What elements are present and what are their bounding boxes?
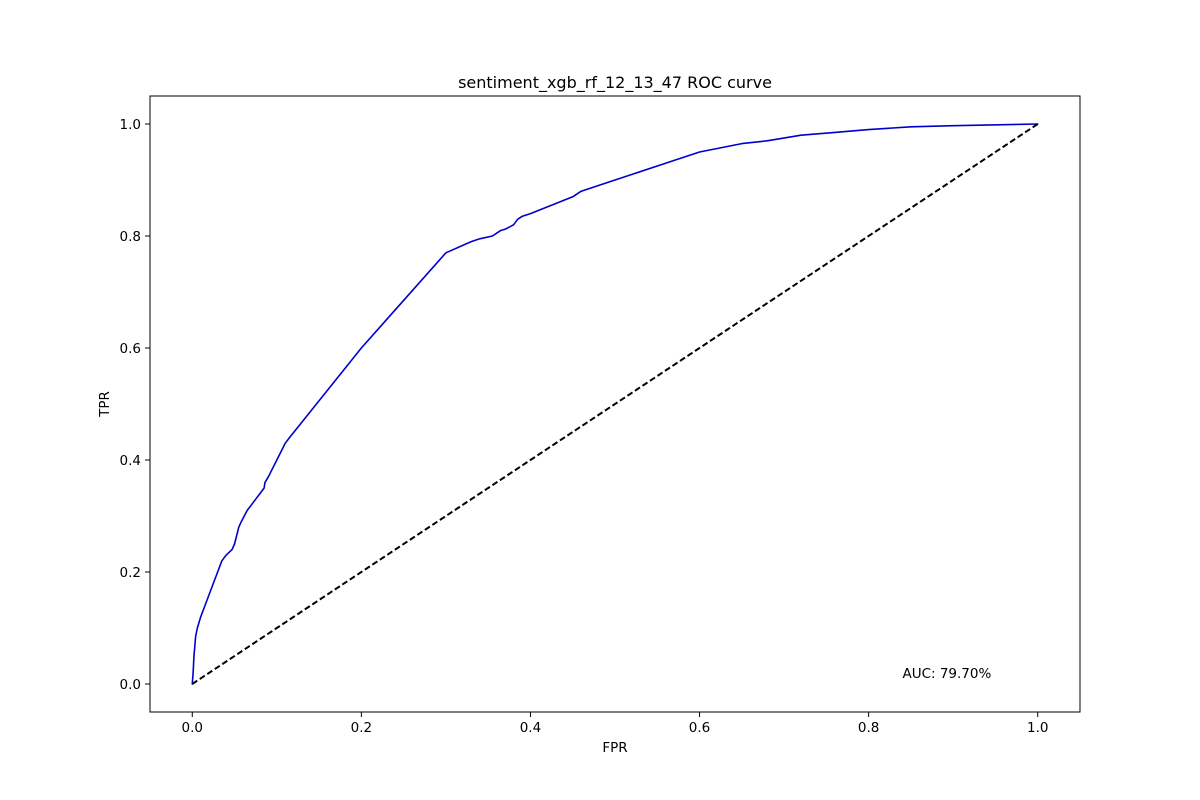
x-tick-label: 0.2 [351, 720, 372, 736]
x-tick-label: 0.8 [858, 720, 879, 736]
y-tick-label: 0.2 [120, 565, 141, 581]
y-tick-label: 0.8 [120, 229, 141, 245]
x-tick-label: 0.6 [689, 720, 710, 736]
auc-annotation: AUC: 79.70% [902, 666, 991, 682]
y-axis-label: TPR [97, 391, 113, 418]
annotation-layer: AUC: 79.70% [902, 666, 991, 682]
y-tick-label: 1.0 [120, 117, 141, 133]
x-axis-ticks: 0.0 0.2 0.4 0.6 0.8 1.0 [182, 712, 1048, 736]
x-tick-label: 1.0 [1027, 720, 1048, 736]
x-tick-label: 0.4 [520, 720, 541, 736]
y-axis-ticks: 0.0 0.2 0.4 0.6 0.8 1.0 [120, 117, 150, 693]
x-axis-label: FPR [602, 740, 627, 756]
y-tick-label: 0.6 [120, 341, 141, 357]
y-tick-label: 0.4 [120, 453, 141, 469]
chart-title: sentiment_xgb_rf_12_13_47 ROC curve [458, 73, 772, 93]
y-tick-label: 0.0 [120, 677, 141, 693]
chance-diagonal-line [191, 123, 1039, 685]
roc-curve-line [191, 123, 1039, 685]
series-layer [191, 123, 1039, 685]
x-tick-label: 0.0 [182, 720, 203, 736]
